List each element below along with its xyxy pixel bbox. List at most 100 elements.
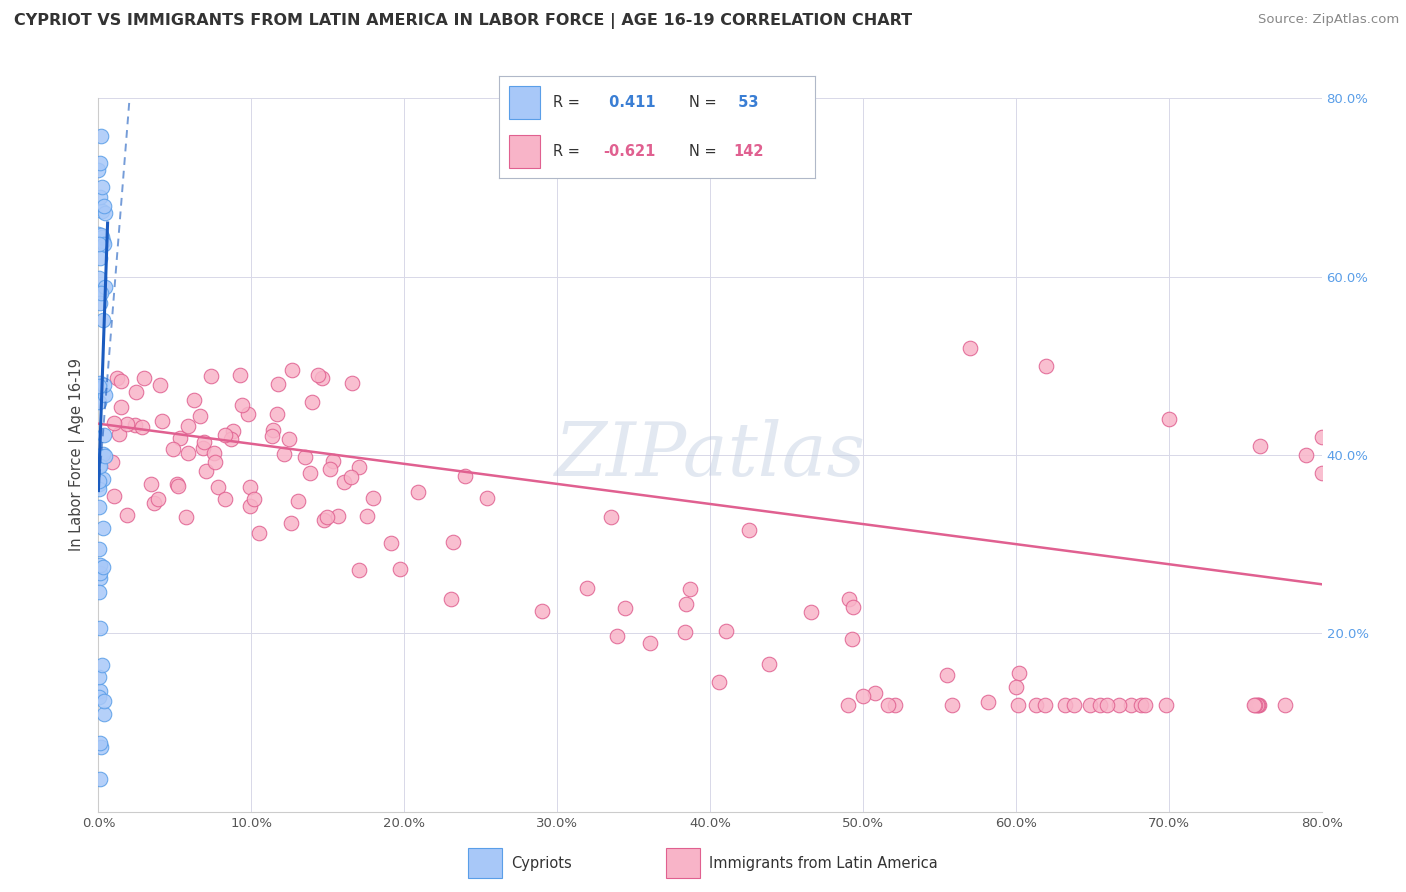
Point xyxy=(976,695,998,709)
Point xyxy=(318,462,340,476)
Point xyxy=(1249,439,1271,453)
Point xyxy=(298,466,321,480)
Point xyxy=(93,199,115,213)
Point xyxy=(89,459,111,474)
Point xyxy=(125,385,148,400)
Point xyxy=(673,625,696,640)
Point xyxy=(1007,666,1029,681)
Point xyxy=(675,597,697,611)
Point xyxy=(1095,698,1118,712)
Point xyxy=(638,636,661,650)
Point xyxy=(191,441,214,455)
Point xyxy=(115,417,138,431)
Point xyxy=(935,668,957,682)
Point xyxy=(89,156,111,170)
Point xyxy=(93,428,115,442)
Point xyxy=(91,521,114,535)
Point xyxy=(312,513,335,527)
Point xyxy=(1246,698,1268,712)
Point xyxy=(339,470,361,484)
Point xyxy=(117,508,139,522)
Point xyxy=(1243,698,1265,712)
Point xyxy=(614,601,637,615)
Point xyxy=(89,670,111,684)
Point xyxy=(239,480,262,494)
Point xyxy=(183,392,205,407)
Point xyxy=(380,536,402,550)
Point xyxy=(110,374,132,388)
Point xyxy=(278,432,301,446)
Point xyxy=(477,491,499,505)
Text: R =: R = xyxy=(553,145,579,160)
Point xyxy=(214,491,236,506)
Point xyxy=(89,458,111,473)
FancyBboxPatch shape xyxy=(468,848,502,878)
Point xyxy=(737,523,759,537)
Point xyxy=(103,416,125,430)
Point xyxy=(1157,412,1180,426)
Point xyxy=(89,570,111,584)
Point xyxy=(87,237,110,252)
Point xyxy=(316,510,339,524)
Point xyxy=(90,230,112,244)
Point xyxy=(207,480,229,494)
Y-axis label: In Labor Force | Age 16-19: In Labor Force | Age 16-19 xyxy=(69,359,86,551)
Point xyxy=(408,485,430,500)
Point xyxy=(149,377,172,392)
Point xyxy=(865,686,887,700)
Point xyxy=(326,508,349,523)
Point xyxy=(842,600,865,615)
Point xyxy=(679,582,702,597)
Point xyxy=(169,432,191,446)
Point xyxy=(91,472,114,486)
Text: N =: N = xyxy=(689,95,717,110)
Point xyxy=(93,205,115,219)
Point xyxy=(228,368,250,383)
Point xyxy=(93,706,115,721)
Text: Source: ZipAtlas.com: Source: ZipAtlas.com xyxy=(1258,13,1399,27)
Point xyxy=(959,341,981,355)
Point xyxy=(89,251,111,265)
Point xyxy=(758,657,780,671)
Point xyxy=(1054,698,1077,712)
Point xyxy=(87,271,110,285)
Point xyxy=(90,227,112,242)
Point xyxy=(1274,698,1296,712)
Point xyxy=(90,286,112,301)
Point xyxy=(91,313,114,327)
Point xyxy=(262,423,284,437)
Point xyxy=(837,698,859,712)
Point xyxy=(1035,359,1057,373)
Point xyxy=(800,605,823,619)
Point xyxy=(177,446,200,460)
Point xyxy=(576,581,599,595)
Point xyxy=(89,690,111,704)
Point xyxy=(89,558,111,572)
Point xyxy=(176,418,198,433)
Point xyxy=(103,489,125,503)
Point xyxy=(333,475,356,490)
Point xyxy=(200,369,222,384)
Point xyxy=(87,163,110,178)
Point xyxy=(1025,698,1047,712)
Text: 0.411: 0.411 xyxy=(603,95,655,110)
Point xyxy=(1156,698,1178,712)
Point xyxy=(101,455,124,469)
Point xyxy=(231,398,253,412)
Point xyxy=(1310,430,1333,444)
Point xyxy=(87,585,110,599)
Point xyxy=(1090,698,1112,712)
Point xyxy=(322,454,344,468)
FancyBboxPatch shape xyxy=(666,848,700,878)
Point xyxy=(93,236,115,251)
Text: Immigrants from Latin America: Immigrants from Latin America xyxy=(709,855,938,871)
Point xyxy=(89,190,111,204)
Point xyxy=(281,363,304,377)
Text: Cypriots: Cypriots xyxy=(512,855,572,871)
Point xyxy=(340,376,363,390)
Point xyxy=(1244,698,1267,712)
Point xyxy=(93,694,115,708)
Text: N =: N = xyxy=(689,145,717,160)
Point xyxy=(90,128,112,143)
Point xyxy=(716,624,738,639)
